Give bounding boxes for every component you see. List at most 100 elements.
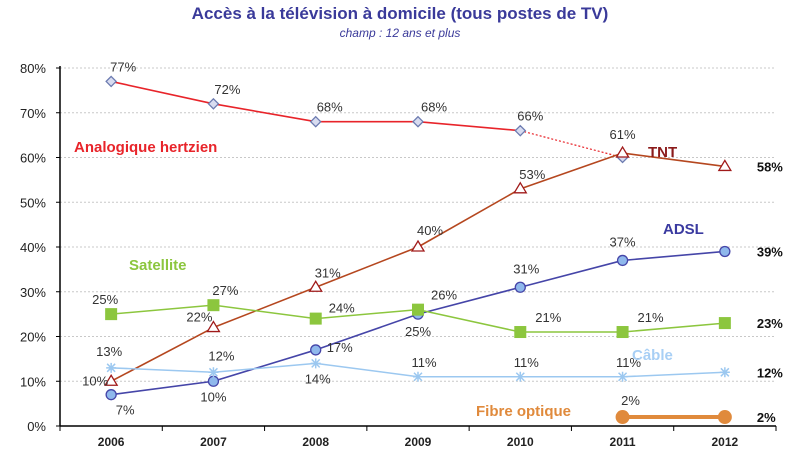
series-segment bbox=[110, 80, 214, 105]
series-segment bbox=[213, 304, 316, 320]
series-segment bbox=[213, 103, 316, 123]
y-tick-label: 50% bbox=[20, 195, 46, 210]
series-label-cable: Câble bbox=[632, 347, 673, 364]
data-label: 12% bbox=[208, 348, 234, 363]
data-label: 37% bbox=[610, 234, 636, 249]
triangle-marker bbox=[410, 239, 426, 252]
star-marker bbox=[617, 371, 628, 382]
series-segment bbox=[520, 152, 623, 190]
series-segment bbox=[111, 367, 214, 374]
diamond-marker bbox=[514, 124, 527, 137]
star-marker bbox=[515, 371, 526, 382]
x-tick-label: 2009 bbox=[405, 435, 432, 449]
circle-marker bbox=[615, 410, 630, 425]
series-segment bbox=[622, 371, 725, 378]
series-label-satellite: Satellite bbox=[129, 257, 187, 274]
diamond-marker bbox=[309, 115, 322, 128]
data-label: 31% bbox=[513, 261, 539, 276]
star-marker bbox=[413, 371, 423, 382]
series-segment bbox=[315, 362, 419, 378]
x-tick-label: 2008 bbox=[302, 435, 329, 449]
data-label: 11% bbox=[616, 355, 641, 370]
data-label: 14% bbox=[305, 371, 331, 386]
x-tick-label: 2007 bbox=[200, 435, 227, 449]
square-marker bbox=[718, 317, 731, 330]
data-label: 12% bbox=[757, 365, 783, 380]
circle-marker bbox=[719, 245, 731, 258]
data-label: 27% bbox=[212, 283, 238, 298]
series-segment bbox=[417, 286, 521, 315]
square-marker bbox=[514, 326, 527, 339]
data-label: 53% bbox=[519, 167, 545, 182]
series-segment bbox=[213, 362, 316, 374]
data-label: 39% bbox=[757, 244, 783, 259]
series-segment bbox=[417, 188, 521, 248]
square-marker bbox=[616, 326, 629, 339]
data-label: 10% bbox=[82, 373, 108, 388]
data-label: 23% bbox=[757, 316, 783, 331]
chart-subtitle: champ : 12 ans et plus bbox=[339, 26, 461, 40]
triangle-marker bbox=[103, 373, 119, 386]
data-label: 25% bbox=[405, 324, 431, 339]
data-label: 22% bbox=[186, 310, 212, 325]
series-label-adsl: ADSL bbox=[663, 221, 704, 238]
series-segment bbox=[622, 152, 725, 168]
data-label: 77% bbox=[110, 59, 136, 74]
square-marker bbox=[309, 312, 322, 325]
circle-marker bbox=[207, 375, 220, 387]
series-segment bbox=[417, 308, 521, 333]
series-segment bbox=[520, 259, 623, 289]
circle-marker bbox=[717, 410, 732, 425]
triangle-marker bbox=[513, 181, 528, 194]
x-tick-label: 2010 bbox=[507, 435, 534, 449]
y-tick-label: 0% bbox=[27, 419, 46, 434]
chart-title: Accès à la télévision à domicile (tous p… bbox=[191, 4, 609, 23]
series-label-tnt: TNT bbox=[648, 144, 677, 161]
series-segment bbox=[110, 326, 214, 382]
series-segment bbox=[622, 250, 725, 262]
series-label-analogique: Analogique hertzien bbox=[74, 139, 217, 156]
y-tick-label: 80% bbox=[20, 61, 46, 76]
square-marker bbox=[207, 299, 220, 312]
y-tick-label: 20% bbox=[20, 330, 46, 345]
x-tick-label: 2011 bbox=[610, 435, 636, 449]
x-tick-label: 2012 bbox=[712, 435, 739, 449]
series-segment bbox=[417, 120, 521, 132]
data-label: 61% bbox=[610, 127, 636, 142]
data-label: 7% bbox=[116, 403, 135, 418]
series-segment bbox=[213, 286, 317, 329]
data-label: 58% bbox=[757, 159, 783, 174]
data-label: 17% bbox=[327, 340, 353, 355]
star-marker bbox=[310, 358, 321, 369]
diamond-marker bbox=[105, 75, 118, 88]
data-label: 72% bbox=[214, 82, 240, 97]
data-label: 68% bbox=[421, 100, 447, 115]
series-segment bbox=[315, 308, 419, 320]
data-label: 11% bbox=[514, 355, 539, 370]
data-label: 26% bbox=[431, 288, 457, 303]
series-segment bbox=[315, 246, 419, 289]
series-label-fibre: Fibre optique bbox=[476, 403, 571, 420]
circle-marker bbox=[514, 281, 526, 293]
y-tick-label: 40% bbox=[20, 240, 46, 255]
data-label: 68% bbox=[317, 100, 343, 115]
data-label: 2% bbox=[621, 393, 640, 408]
series-segment bbox=[213, 349, 316, 383]
square-marker bbox=[105, 308, 118, 321]
y-tick-label: 10% bbox=[20, 374, 46, 389]
series-segment bbox=[315, 313, 419, 351]
data-label: 31% bbox=[315, 265, 341, 280]
square-marker bbox=[412, 303, 424, 316]
diamond-marker bbox=[207, 97, 220, 110]
y-tick-label: 60% bbox=[20, 151, 46, 166]
series-segment bbox=[622, 322, 725, 333]
circle-marker bbox=[616, 254, 629, 267]
star-marker bbox=[719, 367, 730, 378]
diamond-marker bbox=[412, 115, 424, 128]
data-label: 66% bbox=[517, 109, 543, 124]
data-label: 21% bbox=[638, 310, 664, 325]
y-tick-label: 70% bbox=[20, 106, 46, 121]
triangle-marker bbox=[717, 159, 733, 172]
data-label: 10% bbox=[200, 389, 226, 404]
